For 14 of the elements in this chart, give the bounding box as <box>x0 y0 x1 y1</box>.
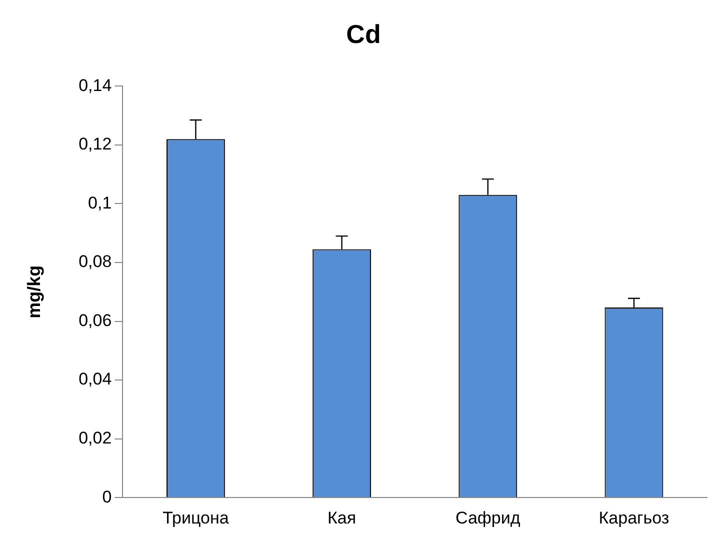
y-tick-label: 0,1 <box>88 193 112 212</box>
y-tick-label: 0,06 <box>78 310 112 330</box>
x-tick-label: Трицона <box>162 508 230 528</box>
y-tick-label: 0,02 <box>78 428 112 448</box>
y-tick-label: 0,08 <box>78 252 112 272</box>
y-axis-title: mg/kg <box>24 265 44 318</box>
y-tick-label: 0,04 <box>78 370 112 389</box>
chart-title: Cd <box>346 18 381 49</box>
x-tick-label: Карагьоз <box>598 508 670 528</box>
x-tick-label: Сафрид <box>455 508 520 528</box>
y-tick-label: 0,14 <box>78 76 112 95</box>
y-tick-label: 0 <box>102 487 112 506</box>
x-tick-label: Кая <box>328 508 356 528</box>
y-tick-label: 0,12 <box>78 134 112 154</box>
